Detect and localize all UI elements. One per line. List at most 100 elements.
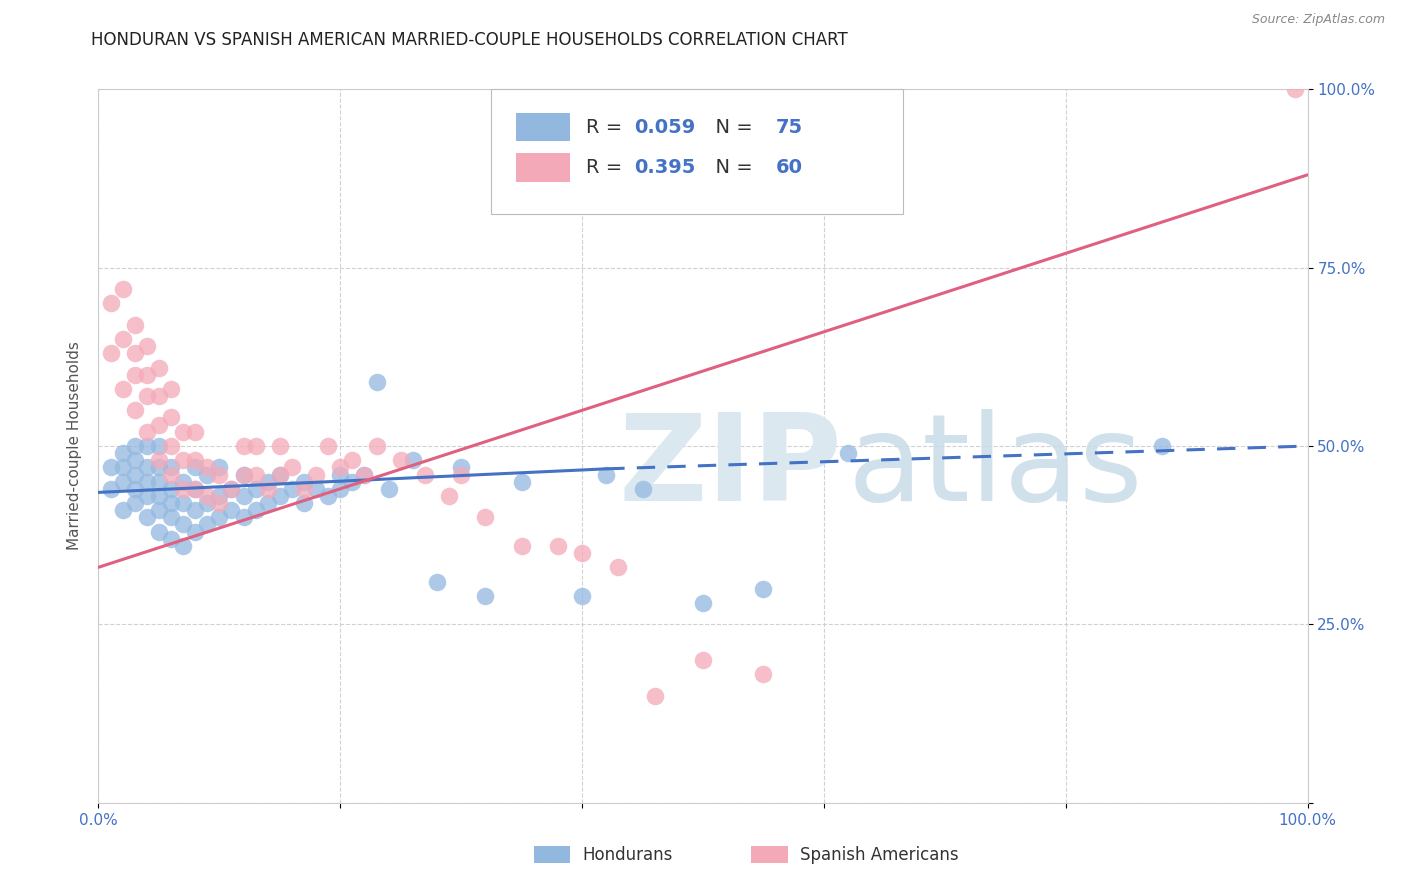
- Point: [353, 467, 375, 482]
- Point: [256, 482, 278, 496]
- Point: [269, 489, 291, 503]
- Point: [172, 475, 194, 489]
- Point: [510, 475, 533, 489]
- Point: [195, 460, 218, 475]
- Point: [172, 482, 194, 496]
- Text: 0.395: 0.395: [634, 158, 696, 178]
- Point: [474, 510, 496, 524]
- Point: [571, 589, 593, 603]
- Point: [135, 339, 157, 353]
- Point: [547, 539, 569, 553]
- Point: [342, 453, 364, 467]
- Point: [148, 389, 170, 403]
- Point: [124, 482, 146, 496]
- Point: [172, 539, 194, 553]
- Point: [135, 368, 157, 382]
- Point: [245, 503, 267, 517]
- Point: [450, 460, 472, 475]
- Point: [1152, 439, 1174, 453]
- Point: [160, 482, 183, 496]
- Point: [752, 582, 775, 596]
- Point: [256, 475, 278, 489]
- Point: [172, 517, 194, 532]
- Point: [413, 467, 436, 482]
- Point: [160, 410, 183, 425]
- Point: [571, 546, 593, 560]
- Point: [124, 453, 146, 467]
- Point: [208, 489, 231, 503]
- Point: [232, 467, 254, 482]
- Point: [450, 467, 472, 482]
- Point: [160, 467, 183, 482]
- Point: [135, 510, 157, 524]
- Point: [184, 503, 207, 517]
- Point: [124, 403, 146, 417]
- Point: [111, 332, 134, 346]
- Point: [281, 460, 304, 475]
- Point: [232, 467, 254, 482]
- Point: [100, 346, 122, 360]
- Point: [195, 496, 218, 510]
- Point: [160, 439, 183, 453]
- Point: [135, 475, 157, 489]
- Text: 75: 75: [776, 118, 803, 136]
- Point: [644, 689, 666, 703]
- Point: [208, 460, 231, 475]
- Point: [135, 439, 157, 453]
- Point: [366, 439, 388, 453]
- Point: [377, 482, 399, 496]
- Point: [124, 467, 146, 482]
- Point: [837, 446, 859, 460]
- Point: [148, 453, 170, 467]
- Point: [292, 496, 315, 510]
- Point: [135, 389, 157, 403]
- Point: [124, 439, 146, 453]
- Point: [195, 517, 218, 532]
- Text: Spanish Americans: Spanish Americans: [800, 846, 959, 863]
- Point: [221, 482, 243, 496]
- Point: [292, 482, 315, 496]
- Bar: [751, 846, 787, 863]
- Point: [437, 489, 460, 503]
- Point: [160, 460, 183, 475]
- Point: [269, 467, 291, 482]
- Point: [353, 467, 375, 482]
- Point: [316, 439, 339, 453]
- Point: [221, 503, 243, 517]
- Point: [510, 539, 533, 553]
- Point: [111, 475, 134, 489]
- Text: 0.059: 0.059: [634, 118, 696, 136]
- Point: [148, 460, 170, 475]
- Point: [607, 560, 630, 574]
- Point: [160, 382, 183, 396]
- Point: [292, 475, 315, 489]
- Point: [305, 467, 328, 482]
- Point: [111, 446, 134, 460]
- Point: [160, 510, 183, 524]
- Point: [1284, 82, 1306, 96]
- Point: [631, 482, 654, 496]
- Point: [100, 482, 122, 496]
- Point: [195, 489, 218, 503]
- Point: [148, 417, 170, 432]
- Point: [148, 475, 170, 489]
- Point: [184, 425, 207, 439]
- Bar: [534, 846, 569, 863]
- Point: [148, 503, 170, 517]
- Point: [184, 460, 207, 475]
- Point: [245, 439, 267, 453]
- Point: [426, 574, 449, 589]
- Point: [329, 460, 352, 475]
- Point: [389, 453, 412, 467]
- FancyBboxPatch shape: [492, 89, 903, 214]
- Point: [245, 467, 267, 482]
- Point: [124, 368, 146, 382]
- Point: [184, 482, 207, 496]
- Point: [148, 439, 170, 453]
- Point: [184, 482, 207, 496]
- Text: Hondurans: Hondurans: [582, 846, 672, 863]
- Text: R =: R =: [586, 158, 628, 178]
- Point: [342, 475, 364, 489]
- Point: [111, 503, 134, 517]
- Point: [172, 496, 194, 510]
